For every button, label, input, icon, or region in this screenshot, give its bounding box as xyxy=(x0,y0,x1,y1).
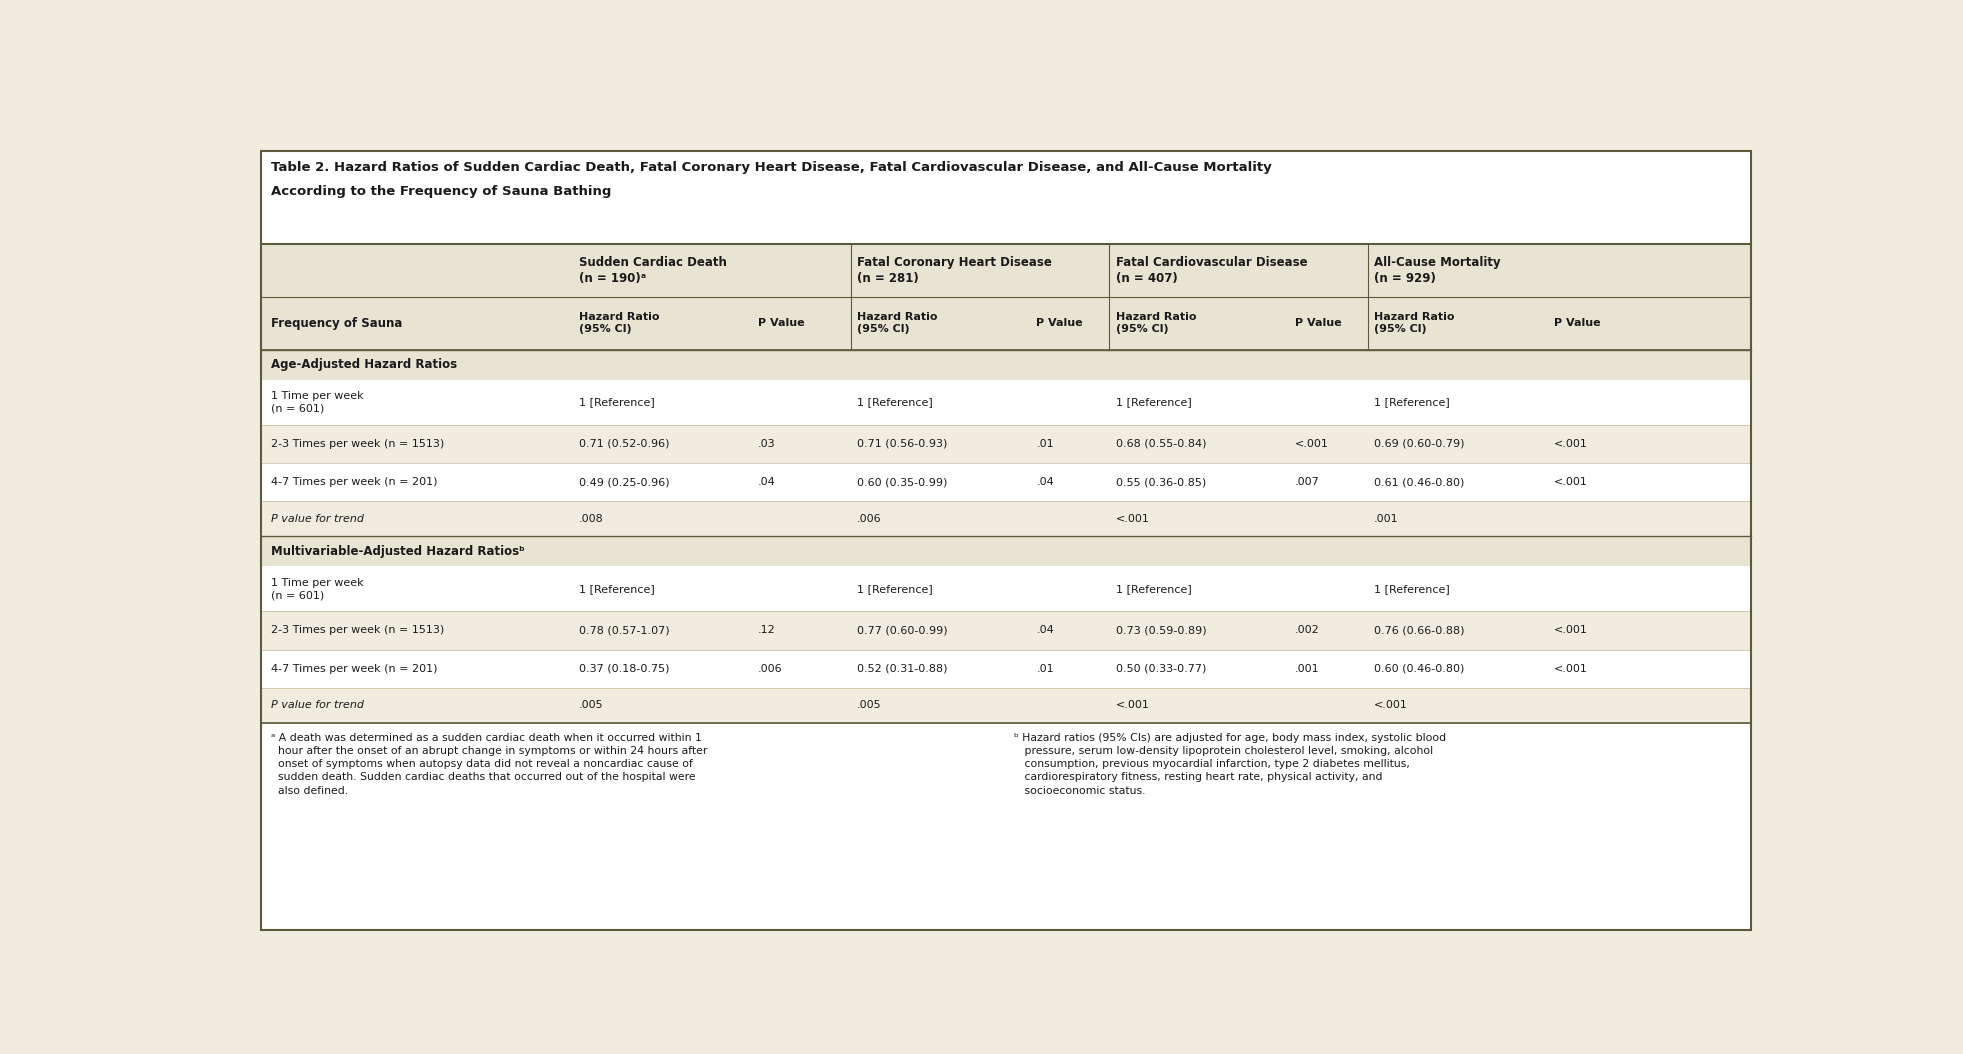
Text: 0.71 (0.56-0.93): 0.71 (0.56-0.93) xyxy=(858,438,948,449)
Text: <.001: <.001 xyxy=(1555,664,1588,674)
Text: Multivariable-Adjusted Hazard Ratiosᵇ: Multivariable-Adjusted Hazard Ratiosᵇ xyxy=(271,545,524,558)
FancyBboxPatch shape xyxy=(261,463,1751,502)
FancyBboxPatch shape xyxy=(261,245,1751,350)
Text: P value for trend: P value for trend xyxy=(271,514,365,524)
Text: 1 [Reference]: 1 [Reference] xyxy=(858,584,932,593)
Text: 1 [Reference]: 1 [Reference] xyxy=(858,397,932,407)
Text: Hazard Ratio
(95% Cl): Hazard Ratio (95% Cl) xyxy=(579,312,660,334)
Text: <.001: <.001 xyxy=(1296,438,1329,449)
Text: P Value: P Value xyxy=(758,318,805,328)
Text: Fatal Coronary Heart Disease
(n = 281): Fatal Coronary Heart Disease (n = 281) xyxy=(858,256,1052,285)
Text: Fatal Cardiovascular Disease
(n = 407): Fatal Cardiovascular Disease (n = 407) xyxy=(1115,256,1307,285)
FancyBboxPatch shape xyxy=(261,566,1751,611)
Text: Hazard Ratio
(95% Cl): Hazard Ratio (95% Cl) xyxy=(1115,312,1195,334)
Text: 0.52 (0.31-0.88): 0.52 (0.31-0.88) xyxy=(858,664,948,674)
Text: .04: .04 xyxy=(1036,625,1054,636)
Text: 0.49 (0.25-0.96): 0.49 (0.25-0.96) xyxy=(579,477,669,487)
Text: 1 [Reference]: 1 [Reference] xyxy=(1374,584,1451,593)
Text: <.001: <.001 xyxy=(1115,701,1150,710)
Text: 2-3 Times per week (n = 1513): 2-3 Times per week (n = 1513) xyxy=(271,438,444,449)
Text: P Value: P Value xyxy=(1296,318,1343,328)
Text: 1 [Reference]: 1 [Reference] xyxy=(579,584,654,593)
Text: P Value: P Value xyxy=(1036,318,1084,328)
Text: <.001: <.001 xyxy=(1374,701,1407,710)
Text: .006: .006 xyxy=(758,664,783,674)
Text: 0.60 (0.46-0.80): 0.60 (0.46-0.80) xyxy=(1374,664,1464,674)
FancyBboxPatch shape xyxy=(261,350,1751,379)
Text: 1 Time per week
(n = 601): 1 Time per week (n = 601) xyxy=(271,391,363,413)
Text: 1 [Reference]: 1 [Reference] xyxy=(1115,397,1192,407)
Text: 0.76 (0.66-0.88): 0.76 (0.66-0.88) xyxy=(1374,625,1464,636)
Text: 0.55 (0.36-0.85): 0.55 (0.36-0.85) xyxy=(1115,477,1205,487)
Text: .12: .12 xyxy=(758,625,775,636)
Text: ᵃ A death was determined as a sudden cardiac death when it occurred within 1
  h: ᵃ A death was determined as a sudden car… xyxy=(271,733,707,796)
Text: 2-3 Times per week (n = 1513): 2-3 Times per week (n = 1513) xyxy=(271,625,444,636)
Text: .01: .01 xyxy=(1036,664,1054,674)
FancyBboxPatch shape xyxy=(261,502,1751,536)
Text: 1 [Reference]: 1 [Reference] xyxy=(1115,584,1192,593)
Text: P value for trend: P value for trend xyxy=(271,701,365,710)
Text: 0.77 (0.60-0.99): 0.77 (0.60-0.99) xyxy=(858,625,948,636)
Text: All-Cause Mortality
(n = 929): All-Cause Mortality (n = 929) xyxy=(1374,256,1502,285)
Text: 1 [Reference]: 1 [Reference] xyxy=(579,397,654,407)
Text: 0.78 (0.57-1.07): 0.78 (0.57-1.07) xyxy=(579,625,669,636)
Text: Hazard Ratio
(95% Cl): Hazard Ratio (95% Cl) xyxy=(858,312,938,334)
Text: 0.68 (0.55-0.84): 0.68 (0.55-0.84) xyxy=(1115,438,1205,449)
FancyBboxPatch shape xyxy=(261,536,1751,566)
Text: Sudden Cardiac Death
(n = 190)ᵃ: Sudden Cardiac Death (n = 190)ᵃ xyxy=(579,256,726,285)
FancyBboxPatch shape xyxy=(261,379,1751,425)
FancyBboxPatch shape xyxy=(261,425,1751,463)
Text: <.001: <.001 xyxy=(1555,438,1588,449)
Text: <.001: <.001 xyxy=(1115,514,1150,524)
FancyBboxPatch shape xyxy=(261,611,1751,649)
Text: .006: .006 xyxy=(858,514,881,524)
FancyBboxPatch shape xyxy=(261,151,1751,930)
Text: According to the Frequency of Sauna Bathing: According to the Frequency of Sauna Bath… xyxy=(271,184,612,198)
Text: <.001: <.001 xyxy=(1555,625,1588,636)
Text: .04: .04 xyxy=(1036,477,1054,487)
Text: .002: .002 xyxy=(1296,625,1319,636)
Text: 4-7 Times per week (n = 201): 4-7 Times per week (n = 201) xyxy=(271,477,438,487)
Text: 0.69 (0.60-0.79): 0.69 (0.60-0.79) xyxy=(1374,438,1464,449)
Text: 4-7 Times per week (n = 201): 4-7 Times per week (n = 201) xyxy=(271,664,438,674)
Text: 0.60 (0.35-0.99): 0.60 (0.35-0.99) xyxy=(858,477,948,487)
Text: .01: .01 xyxy=(1036,438,1054,449)
Text: .001: .001 xyxy=(1374,514,1400,524)
Text: P Value: P Value xyxy=(1555,318,1600,328)
Text: 0.61 (0.46-0.80): 0.61 (0.46-0.80) xyxy=(1374,477,1464,487)
Text: Age-Adjusted Hazard Ratios: Age-Adjusted Hazard Ratios xyxy=(271,358,457,371)
Text: .005: .005 xyxy=(579,701,603,710)
Text: .007: .007 xyxy=(1296,477,1319,487)
Text: ᵇ Hazard ratios (95% CIs) are adjusted for age, body mass index, systolic blood
: ᵇ Hazard ratios (95% CIs) are adjusted f… xyxy=(1013,733,1447,796)
Text: 1 Time per week
(n = 601): 1 Time per week (n = 601) xyxy=(271,578,363,600)
Text: .001: .001 xyxy=(1296,664,1319,674)
Text: .005: .005 xyxy=(858,701,881,710)
Text: Table 2. Hazard Ratios of Sudden Cardiac Death, Fatal Coronary Heart Disease, Fa: Table 2. Hazard Ratios of Sudden Cardiac… xyxy=(271,160,1272,174)
Text: .008: .008 xyxy=(579,514,603,524)
FancyBboxPatch shape xyxy=(261,688,1751,723)
Text: 0.71 (0.52-0.96): 0.71 (0.52-0.96) xyxy=(579,438,669,449)
Text: 0.73 (0.59-0.89): 0.73 (0.59-0.89) xyxy=(1115,625,1205,636)
Text: <.001: <.001 xyxy=(1555,477,1588,487)
Text: 0.50 (0.33-0.77): 0.50 (0.33-0.77) xyxy=(1115,664,1205,674)
FancyBboxPatch shape xyxy=(261,649,1751,688)
Text: 1 [Reference]: 1 [Reference] xyxy=(1374,397,1451,407)
Text: Frequency of Sauna: Frequency of Sauna xyxy=(271,317,402,330)
Text: .03: .03 xyxy=(758,438,775,449)
Text: .04: .04 xyxy=(758,477,775,487)
Text: Hazard Ratio
(95% Cl): Hazard Ratio (95% Cl) xyxy=(1374,312,1455,334)
Text: 0.37 (0.18-0.75): 0.37 (0.18-0.75) xyxy=(579,664,669,674)
